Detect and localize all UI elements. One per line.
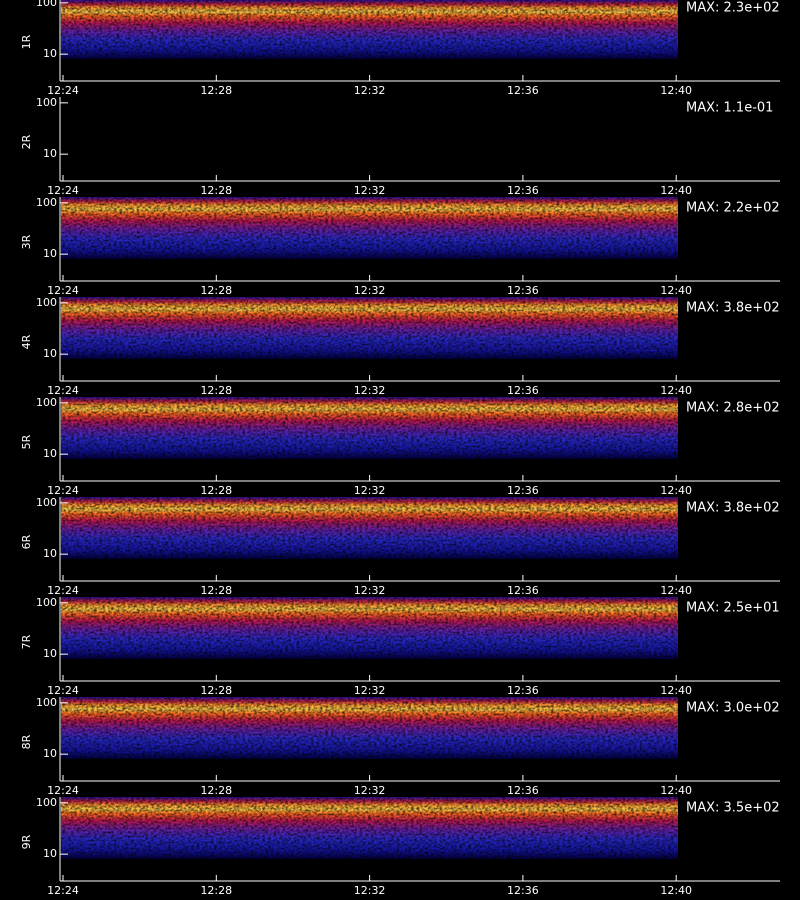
y-tick-label: 10 (43, 47, 57, 60)
x-tick-label: 12:40 (660, 84, 692, 97)
x-tick-label: 12:28 (200, 84, 232, 97)
x-tick-label: 12:24 (47, 584, 79, 597)
x-tick-label: 12:28 (200, 184, 232, 197)
x-tick-label: 12:40 (660, 684, 692, 697)
y-tick-label: 100 (36, 596, 57, 609)
x-tick-label: 12:36 (507, 84, 539, 97)
panel: 10 100 12:24 12:28 12:32 12:36 12:40 3R MAX: 2.2… (20, 196, 780, 297)
x-tick-label: 12:40 (660, 384, 692, 397)
x-tick-label: 12:28 (200, 784, 232, 797)
x-tick-label: 12:24 (47, 84, 79, 97)
y-tick-label: 100 (36, 0, 57, 9)
x-tick-label: 12:24 (47, 184, 79, 197)
y-axis-label: 2R (20, 134, 33, 149)
x-tick-label: 12:32 (354, 284, 386, 297)
y-axis-label: 3R (20, 234, 33, 249)
y-tick-label: 100 (36, 196, 57, 209)
max-annotation: MAX: 2.8e+02 (686, 401, 780, 416)
x-tick-label: 12:36 (507, 584, 539, 597)
y-tick-label: 10 (43, 547, 57, 560)
y-tick-label: 10 (43, 647, 57, 660)
max-annotation: MAX: 1.1e-01 (686, 101, 773, 116)
max-annotation: MAX: 2.2e+02 (686, 201, 780, 216)
max-annotation: MAX: 3.0e+02 (686, 701, 780, 716)
y-tick-label: 100 (36, 696, 57, 709)
y-tick-label: 100 (36, 796, 57, 809)
spectrogram-grain (61, 497, 678, 559)
max-annotation: MAX: 3.5e+02 (686, 801, 780, 816)
spectrogram-grain (61, 797, 678, 859)
x-tick-label: 12:32 (354, 384, 386, 397)
y-tick-label: 10 (43, 747, 57, 760)
panel: 10 100 12:24 12:28 12:32 12:36 12:40 2R MAX: 1.1… (20, 96, 780, 197)
x-tick-label: 12:28 (200, 384, 232, 397)
y-axis-label: 4R (20, 334, 33, 349)
x-tick-label: 12:24 (47, 384, 79, 397)
x-tick-label: 12:28 (200, 584, 232, 597)
x-tick-label: 12:24 (47, 884, 79, 897)
max-annotation: MAX: 3.8e+02 (686, 301, 780, 316)
x-tick-label: 12:32 (354, 184, 386, 197)
y-axis-label: 8R (20, 734, 33, 749)
x-tick-label: 12:28 (200, 284, 232, 297)
x-tick-label: 12:40 (660, 184, 692, 197)
x-tick-label: 12:32 (354, 684, 386, 697)
panel: 10 100 12:24 12:28 12:32 12:36 12:40 8R MAX: 3.0… (20, 696, 780, 797)
panel: 10 100 12:24 12:28 12:32 12:36 12:40 7R MAX: 2.5… (20, 596, 780, 697)
x-tick-label: 12:36 (507, 784, 539, 797)
x-tick-label: 12:40 (660, 784, 692, 797)
x-tick-label: 12:24 (47, 684, 79, 697)
y-axis-label: 1R (20, 34, 33, 49)
x-tick-label: 12:24 (47, 784, 79, 797)
x-tick-label: 12:36 (507, 184, 539, 197)
y-axis-label: 7R (20, 634, 33, 649)
x-tick-label: 12:40 (660, 484, 692, 497)
y-tick-label: 10 (43, 347, 57, 360)
spectrogram-grain (61, 397, 678, 459)
spectrogram-grain (61, 297, 678, 359)
x-tick-label: 12:36 (507, 384, 539, 397)
panel: 10 100 12:24 12:28 12:32 12:36 12:40 5R MAX: 2.8… (20, 396, 780, 497)
panel: 10 100 12:24 12:28 12:32 12:36 12:40 1R MAX: 2.3… (20, 0, 780, 97)
max-annotation: MAX: 3.8e+02 (686, 501, 780, 516)
x-tick-label: 12:36 (507, 484, 539, 497)
x-tick-label: 12:24 (47, 284, 79, 297)
x-tick-label: 12:36 (507, 284, 539, 297)
y-axis-label: 9R (20, 834, 33, 849)
spectrogram-grain (61, 0, 678, 59)
spectrogram-grain (61, 697, 678, 759)
x-tick-label: 12:28 (200, 684, 232, 697)
y-axis-label: 5R (20, 434, 33, 449)
panel: 10 100 12:24 12:28 12:32 12:36 12:40 6R MAX: 3.8… (20, 496, 780, 597)
x-tick-label: 12:40 (660, 884, 692, 897)
max-annotation: MAX: 2.3e+02 (686, 1, 780, 16)
x-tick-label: 12:32 (354, 584, 386, 597)
x-tick-label: 12:40 (660, 584, 692, 597)
x-tick-label: 12:36 (507, 884, 539, 897)
x-tick-label: 12:36 (507, 684, 539, 697)
y-tick-label: 100 (36, 96, 57, 109)
y-tick-label: 10 (43, 147, 57, 160)
spectrogram-grain (61, 597, 678, 659)
spectrogram-grain (61, 197, 678, 259)
x-tick-label: 12:32 (354, 784, 386, 797)
x-tick-label: 12:32 (354, 484, 386, 497)
y-tick-label: 100 (36, 396, 57, 409)
max-annotation: MAX: 2.5e+01 (686, 601, 780, 616)
y-tick-label: 10 (43, 447, 57, 460)
y-tick-label: 10 (43, 847, 57, 860)
x-tick-label: 12:40 (660, 284, 692, 297)
x-tick-label: 12:24 (47, 484, 79, 497)
panel: 10 100 12:24 12:28 12:32 12:36 12:40 4R MAX: 3.8… (20, 296, 780, 397)
y-axis-label: 6R (20, 534, 33, 549)
y-tick-label: 10 (43, 247, 57, 260)
y-tick-label: 100 (36, 496, 57, 509)
y-tick-label: 100 (36, 296, 57, 309)
x-tick-label: 12:32 (354, 84, 386, 97)
x-tick-label: 12:28 (200, 484, 232, 497)
x-tick-label: 12:28 (200, 884, 232, 897)
x-tick-label: 12:32 (354, 884, 386, 897)
panel: 10 100 12:24 12:28 12:32 12:36 12:40 9R MAX: 3.5… (20, 796, 780, 897)
